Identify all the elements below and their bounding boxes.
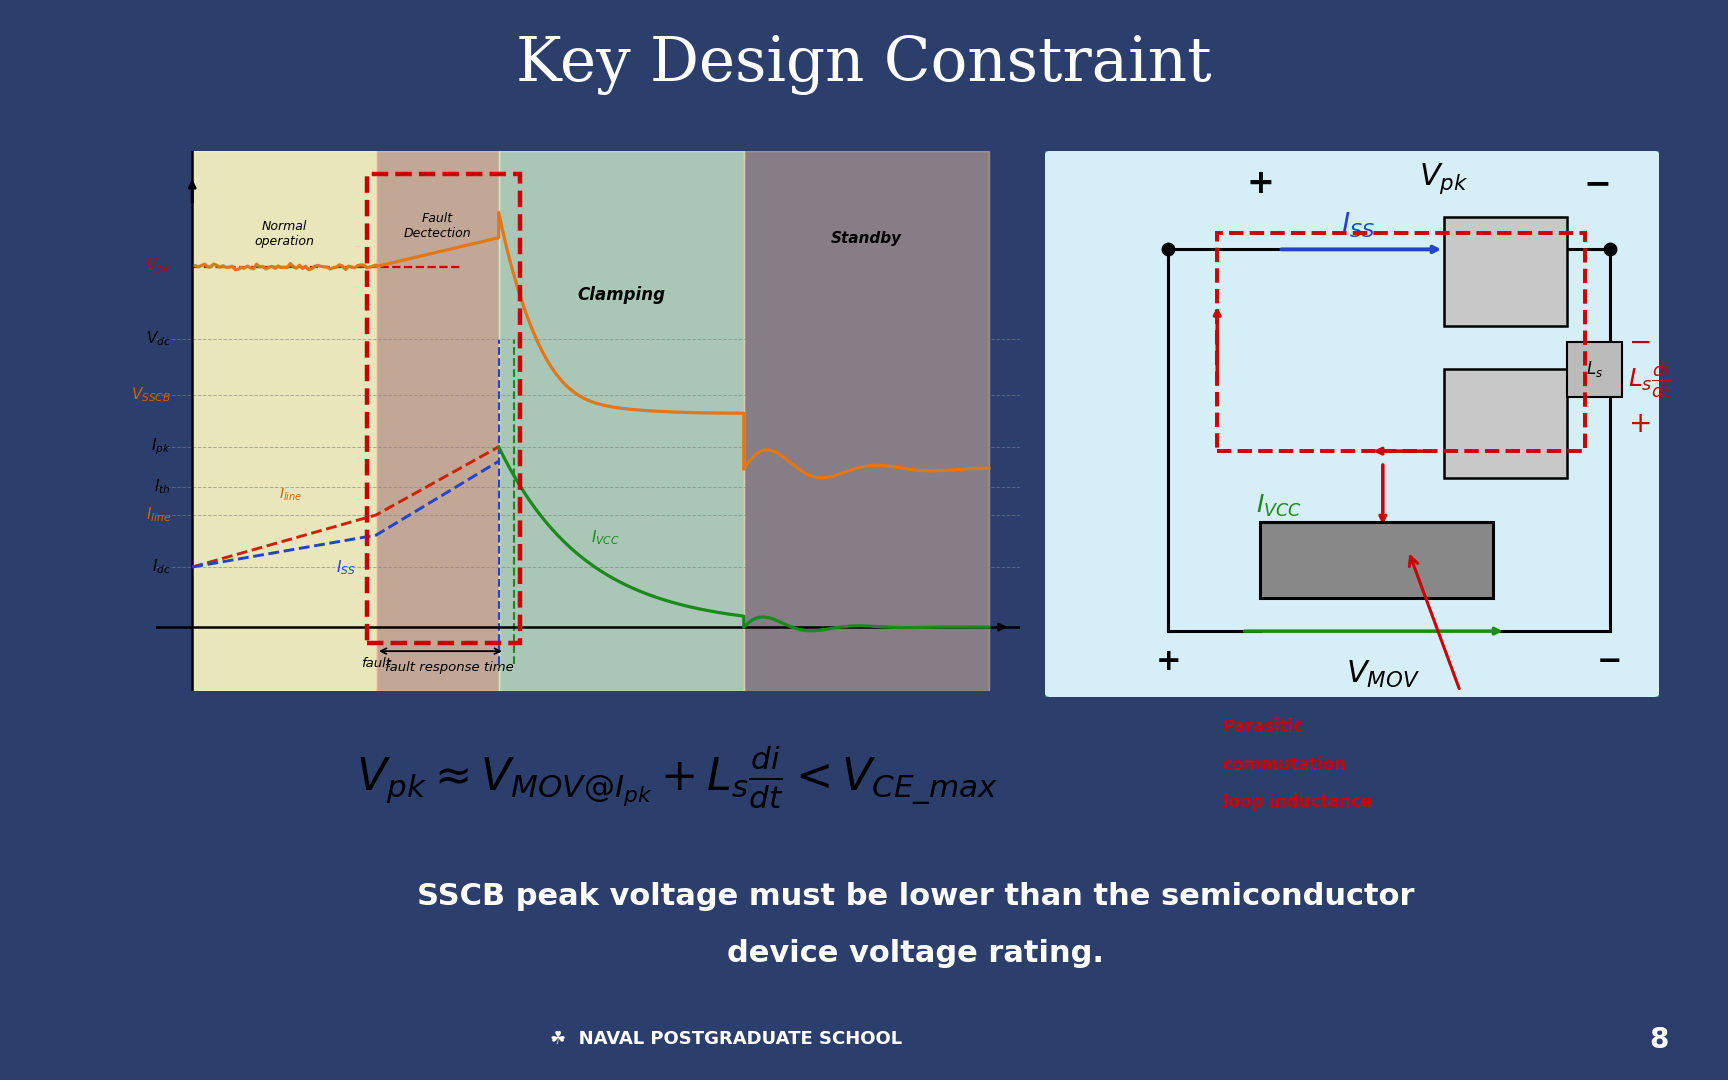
- Text: $I_{th}$: $I_{th}$: [154, 477, 171, 496]
- Text: $I_{line}$: $I_{line}$: [278, 486, 302, 503]
- Text: Normal
operation: Normal operation: [254, 219, 314, 247]
- Text: 8: 8: [1649, 1026, 1669, 1053]
- Bar: [1567, 342, 1623, 396]
- Text: fault: fault: [361, 657, 391, 671]
- FancyBboxPatch shape: [1042, 148, 1662, 700]
- Bar: [1260, 522, 1493, 598]
- Text: Standby: Standby: [831, 230, 902, 245]
- Text: $V_{pk}$: $V_{pk}$: [1419, 161, 1469, 195]
- Bar: [499, 151, 743, 691]
- Text: Clamping: Clamping: [577, 286, 665, 305]
- Text: Key Design Constraint: Key Design Constraint: [517, 35, 1211, 95]
- Text: SSCB peak voltage must be lower than the semiconductor: SSCB peak voltage must be lower than the…: [416, 882, 1415, 912]
- Text: fault response time: fault response time: [385, 661, 513, 674]
- Text: $V_{MOV}$: $V_{MOV}$: [1346, 659, 1420, 690]
- Text: device voltage rating.: device voltage rating.: [727, 939, 1104, 968]
- Text: $V_{pk}$: $V_{pk}$: [145, 256, 171, 276]
- Text: $-$: $-$: [1628, 328, 1650, 356]
- Text: $I_{SS}$: $I_{SS}$: [335, 558, 356, 577]
- Text: $L_s\frac{di}{dt}$: $L_s\frac{di}{dt}$: [1628, 361, 1673, 401]
- Text: $V_{dc}$: $V_{dc}$: [145, 329, 171, 348]
- Bar: [1217, 233, 1585, 451]
- Text: $V_{pk} \approx V_{MOV@I_{pk}} + L_s \frac{di}{dt} < V_{CE\_max}$: $V_{pk} \approx V_{MOV@I_{pk}} + L_s \fr…: [356, 745, 999, 810]
- Text: Parasitic: Parasitic: [1222, 718, 1303, 735]
- Bar: [1445, 369, 1567, 478]
- Bar: [1445, 217, 1567, 326]
- Text: +: +: [1156, 647, 1180, 676]
- Text: ☘  NAVAL POSTGRADUATE SCHOOL: ☘ NAVAL POSTGRADUATE SCHOOL: [550, 1030, 902, 1049]
- Text: $L_s$: $L_s$: [1586, 360, 1604, 379]
- Text: +: +: [1246, 167, 1274, 201]
- Text: $I_{line}$: $I_{line}$: [145, 505, 171, 524]
- Text: −: −: [1597, 647, 1623, 676]
- Bar: [192, 151, 377, 691]
- Bar: [377, 151, 499, 691]
- Text: Fault
Dectection: Fault Dectection: [404, 213, 472, 241]
- Text: $I_{VCC}$: $I_{VCC}$: [1256, 492, 1301, 518]
- Text: $I_{VCC}$: $I_{VCC}$: [591, 528, 619, 546]
- Text: commutation: commutation: [1222, 756, 1346, 773]
- Bar: [366, 175, 520, 643]
- Text: loop inductance: loop inductance: [1222, 794, 1372, 811]
- Text: −: −: [1583, 167, 1612, 201]
- Bar: [743, 151, 988, 691]
- Text: $I_{dc}$: $I_{dc}$: [152, 557, 171, 577]
- Text: $I_{SS}$: $I_{SS}$: [1341, 210, 1375, 240]
- Text: $+$: $+$: [1628, 410, 1650, 437]
- Text: $V_{SSCB}$: $V_{SSCB}$: [131, 386, 171, 404]
- Text: $I_{pk}$: $I_{pk}$: [150, 436, 171, 457]
